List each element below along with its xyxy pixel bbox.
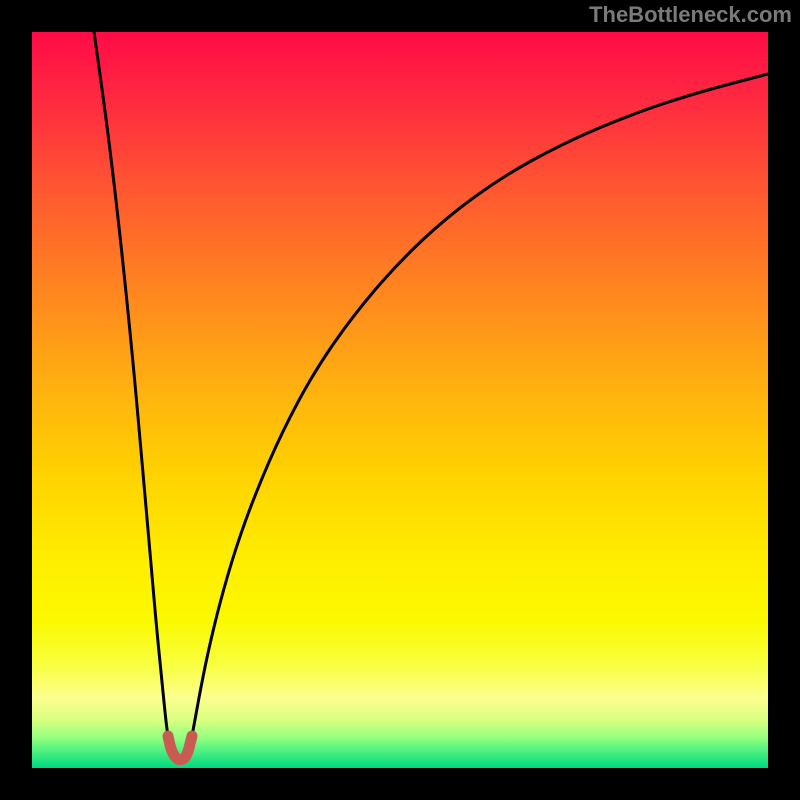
bottleneck-curve-left	[94, 32, 168, 736]
bottleneck-curve-right	[192, 74, 768, 736]
curve-overlay	[32, 32, 768, 768]
bottleneck-dip	[168, 736, 192, 760]
chart-root: { "watermark": { "text": "TheBottleneck.…	[0, 0, 800, 800]
plot-area	[32, 32, 768, 768]
watermark-text: TheBottleneck.com	[589, 2, 792, 28]
